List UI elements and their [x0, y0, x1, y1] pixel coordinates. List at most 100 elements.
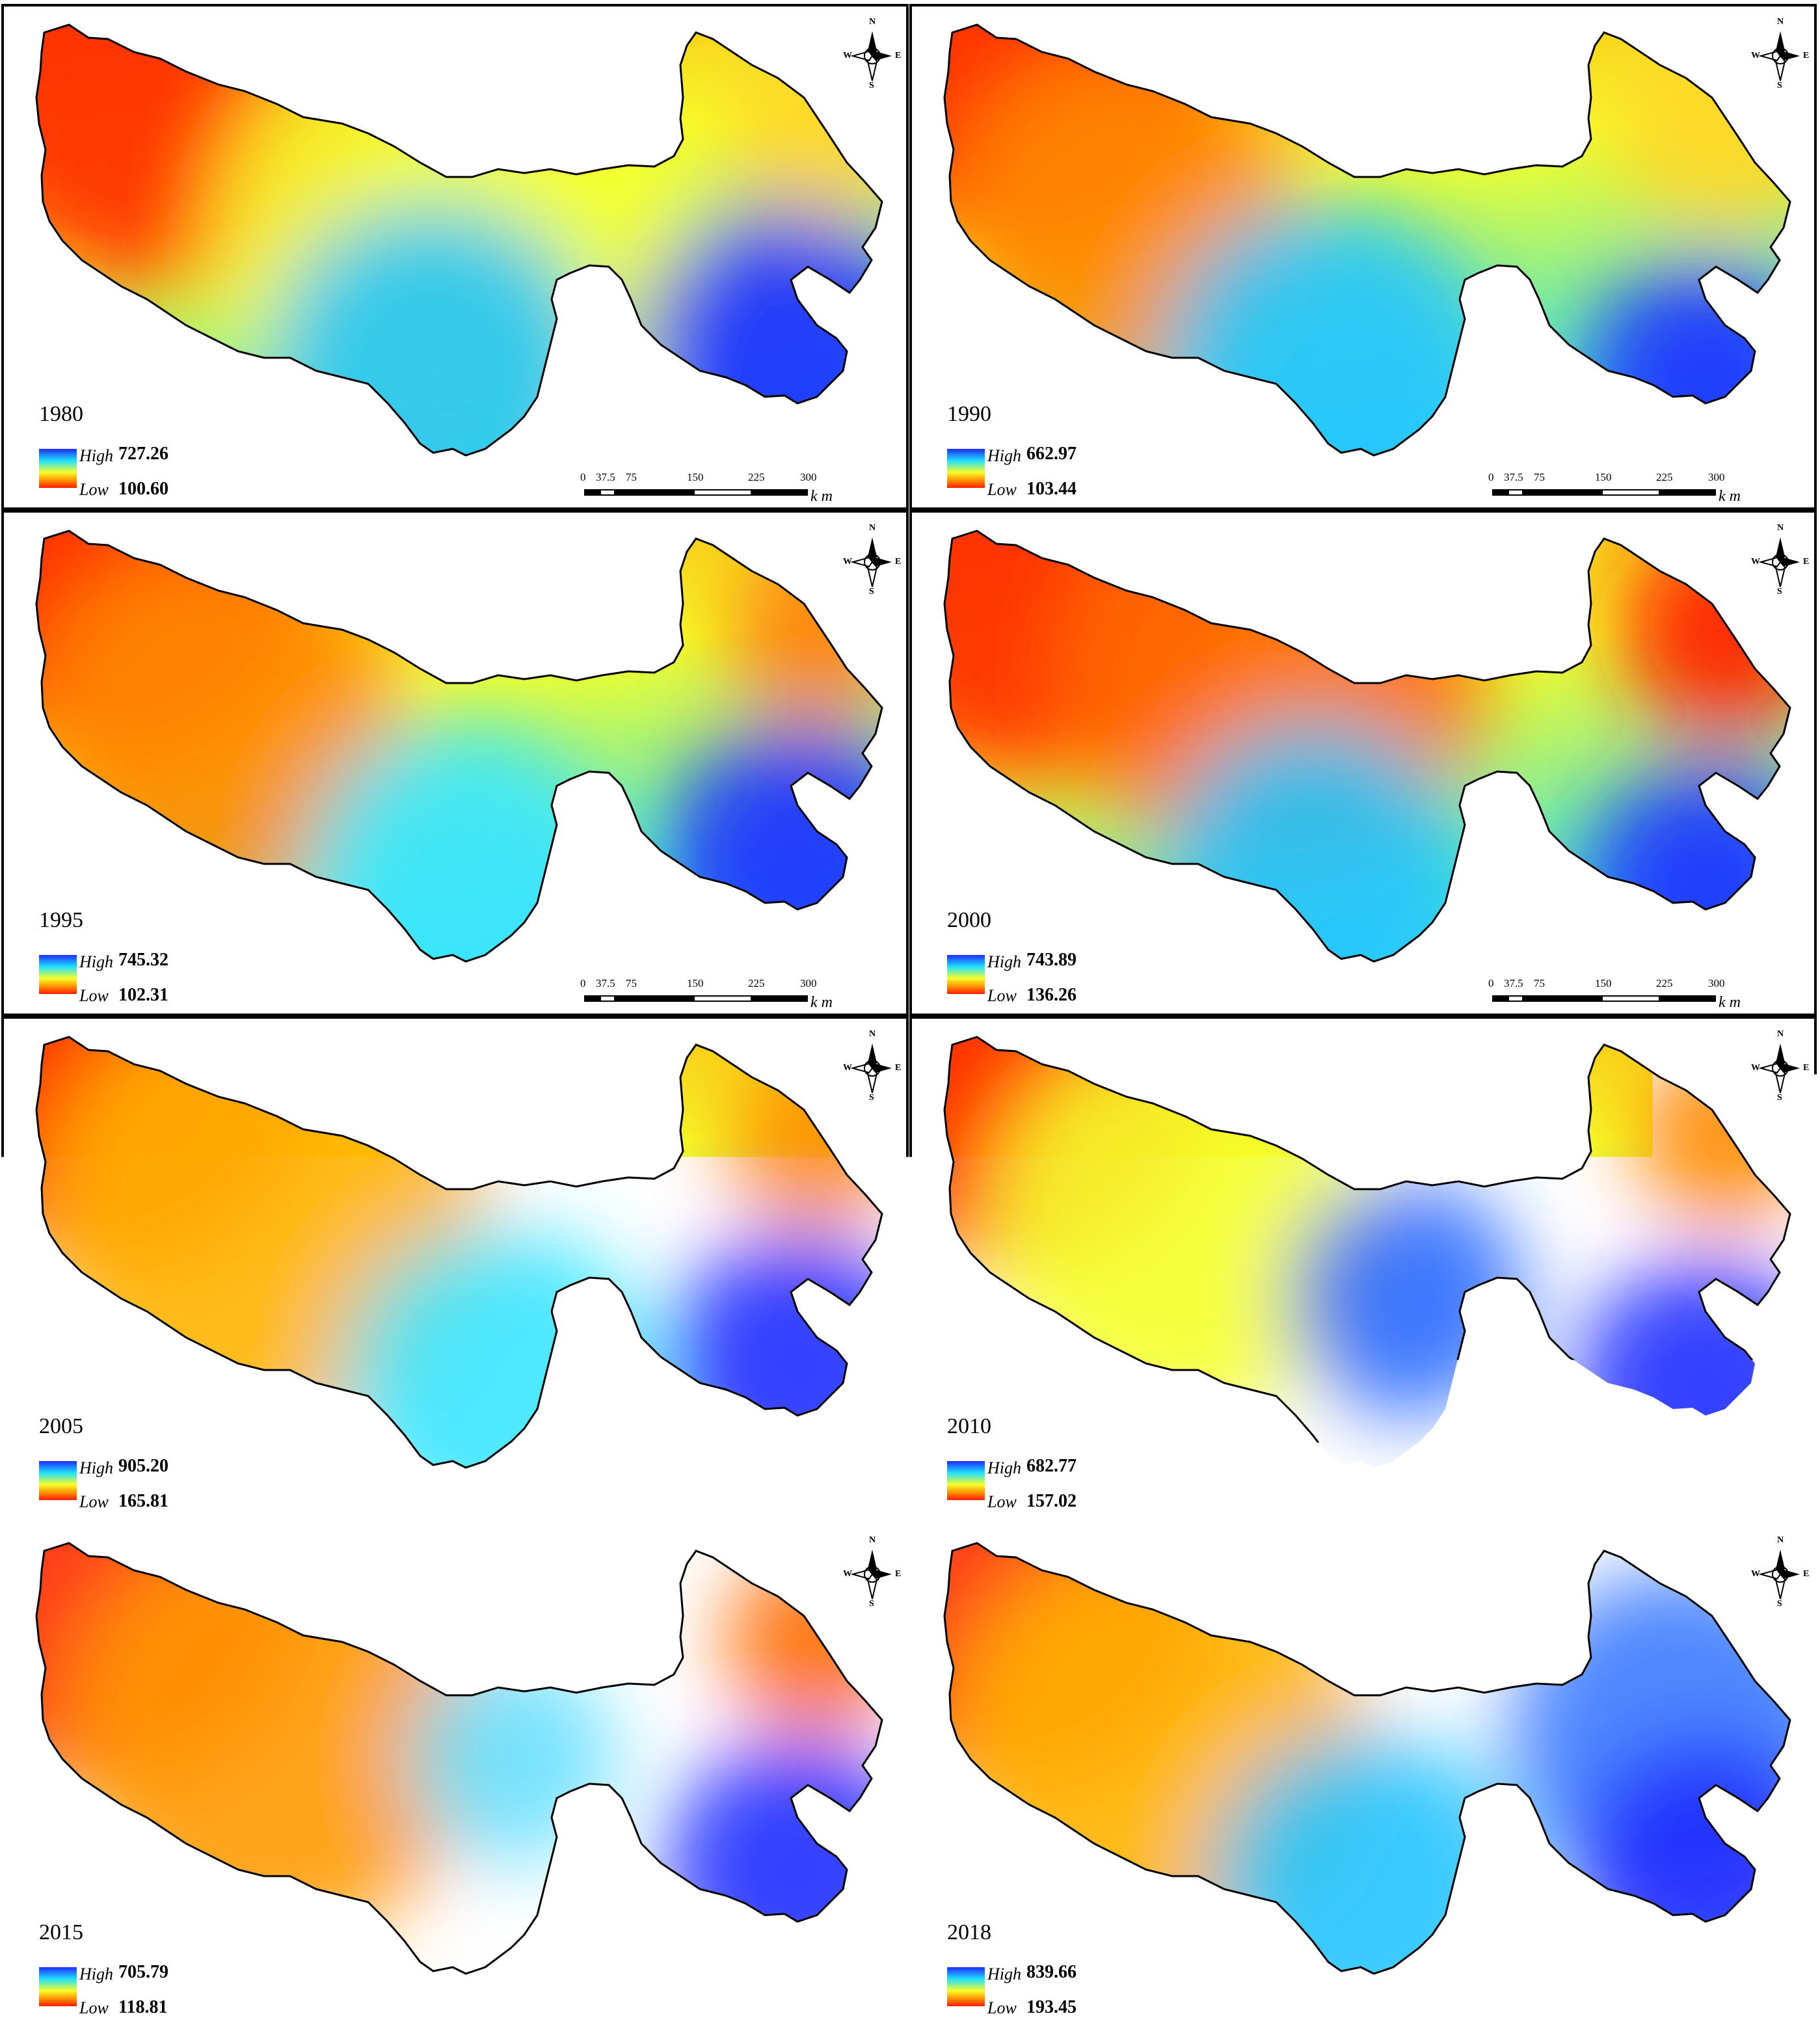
year-label: 2000 — [947, 908, 991, 933]
scale-bar: 0 37.5 75 150 225 300 km — [580, 977, 840, 1016]
interpolated-surface-map — [4, 7, 909, 510]
legend: High 662.97 Low 103.44 — [947, 449, 1194, 507]
scale-segment — [631, 1501, 693, 1508]
scale-segment — [1523, 995, 1539, 1002]
compass-label-s: S — [1777, 1093, 1782, 1103]
scale-segment — [584, 1501, 600, 1508]
compass-label-e: E — [1803, 1569, 1809, 1579]
scale-unit: km — [1719, 2006, 1745, 2024]
scale-tick-label: 37.5 — [1504, 1989, 1523, 2002]
legend-color-ramp — [39, 1461, 77, 1500]
scale-segment — [1508, 489, 1523, 496]
compass-label-n: N — [1777, 17, 1784, 27]
scale-tick-label: 225 — [748, 471, 765, 484]
legend-high-label: High — [79, 1965, 113, 1984]
legend: High 745.32 Low 102.31 — [39, 955, 286, 1014]
north-arrow: N S W E — [1751, 1537, 1810, 1608]
legend-color-ramp — [947, 1461, 985, 1500]
scale-segment — [1539, 995, 1601, 1002]
scale-bar: 0 37.5 75 150 225 300 km — [580, 471, 840, 510]
compass-label-e: E — [1803, 51, 1809, 61]
north-arrow: N S W E — [1751, 1030, 1810, 1102]
legend-low-value: 102.31 — [118, 985, 168, 1006]
legend-high-value: 905.20 — [118, 1456, 168, 1477]
scale-bar: 0 37.5 75 150 225 300 km — [1488, 1989, 1748, 2028]
compass-label-n: N — [869, 17, 876, 27]
scale-segment — [631, 995, 693, 1002]
scale-segment — [631, 2008, 693, 2014]
north-arrow: N S W E — [843, 1030, 902, 1102]
scale-segment — [752, 1501, 808, 1508]
scale-tick-label: 75 — [626, 977, 637, 990]
scale-tick-label: 225 — [1656, 1989, 1673, 2002]
scale-segment — [693, 489, 752, 496]
scale-tick-label: 300 — [800, 1989, 817, 2002]
legend-low-value: 193.45 — [1026, 1997, 1077, 2018]
scale-tick-label: 225 — [748, 1483, 765, 1496]
compass-label-s: S — [1777, 81, 1782, 91]
scale-tick-label: 225 — [1656, 471, 1673, 484]
scale-tick-label: 75 — [1534, 471, 1545, 484]
north-arrow: N S W E — [843, 524, 902, 596]
scale-tick-label: 300 — [1708, 1483, 1725, 1496]
legend-low-label: Low — [79, 1998, 109, 2018]
compass-label-w: W — [1751, 51, 1760, 61]
scale-tick-label: 37.5 — [596, 1483, 615, 1496]
legend-low-value: 103.44 — [1026, 479, 1077, 500]
compass-label-n: N — [1777, 1535, 1784, 1546]
legend-low-value: 136.26 — [1026, 985, 1077, 1006]
year-label: 2018 — [947, 1920, 991, 1945]
scale-tick-label: 225 — [748, 977, 765, 990]
legend-high-value: 662.97 — [1026, 444, 1077, 464]
scale-segment — [1539, 2008, 1601, 2014]
scale-tick-label: 300 — [1708, 977, 1725, 990]
scale-unit: km — [810, 2006, 836, 2024]
map-panel-2010: N S W E 2010 High 682.77 Low 157.02 0 37.5 75 150 225… — [909, 1016, 1817, 1522]
scale-segment — [600, 489, 615, 496]
scale-tick-label: 225 — [748, 1989, 765, 2002]
scale-tick-label: 75 — [1534, 1989, 1545, 2002]
compass-label-e: E — [1803, 1063, 1809, 1073]
compass-label-n: N — [1777, 523, 1784, 533]
scale-unit: km — [810, 1500, 836, 1518]
scale-tick-label: 37.5 — [1504, 471, 1523, 484]
scale-tick-label: 75 — [626, 1483, 637, 1496]
compass-label-n: N — [869, 1535, 876, 1546]
compass-label-s: S — [1777, 587, 1782, 597]
legend-low-label: Low — [79, 1492, 109, 1512]
compass-label-w: W — [843, 51, 852, 61]
legend-low-label: Low — [987, 480, 1017, 500]
compass-label-s: S — [869, 81, 874, 91]
scale-tick-label: 150 — [1595, 1989, 1612, 2002]
scale-tick-label: 150 — [687, 471, 704, 484]
map-panel-2015: N S W E 2015 High 705.79 Low 118.81 0 37.5 75 150 225… — [1, 1522, 909, 2028]
legend: High 743.89 Low 136.26 — [947, 955, 1194, 1014]
scale-segment — [584, 489, 600, 496]
scale-segment — [615, 2008, 631, 2014]
scale-tick-label: 0 — [1488, 471, 1494, 484]
scale-segment — [1660, 489, 1716, 496]
scale-segment — [693, 995, 752, 1002]
north-arrow: N S W E — [843, 18, 902, 90]
scale-segment — [1508, 2008, 1523, 2014]
legend-color-ramp — [39, 449, 77, 488]
scale-unit: km — [810, 994, 836, 1012]
year-label: 1980 — [39, 402, 83, 427]
scale-segment — [1492, 2008, 1508, 2014]
interpolated-surface-map — [912, 7, 1817, 510]
scale-segment — [1523, 489, 1539, 496]
scale-segment — [1508, 995, 1523, 1002]
scale-segment — [600, 2008, 615, 2014]
compass-label-n: N — [1777, 1029, 1784, 1040]
interpolated-surface-map — [4, 1019, 909, 1522]
scale-tick-label: 0 — [1488, 977, 1494, 990]
legend-color-ramp — [947, 955, 985, 994]
scale-tick-label: 75 — [1534, 1483, 1545, 1496]
compass-label-s: S — [1777, 1599, 1782, 1609]
compass-label-n: N — [869, 523, 876, 533]
map-panel-2005: N S W E 2005 High 905.20 Low 165.81 0 37.5 75 150 225… — [1, 1016, 909, 1522]
map-panel-2000: N S W E 2000 High 743.89 Low 136.26 0 37.5 75 150 225… — [909, 510, 1817, 1016]
compass-label-s: S — [869, 1093, 874, 1103]
compass-label-n: N — [869, 1029, 876, 1040]
